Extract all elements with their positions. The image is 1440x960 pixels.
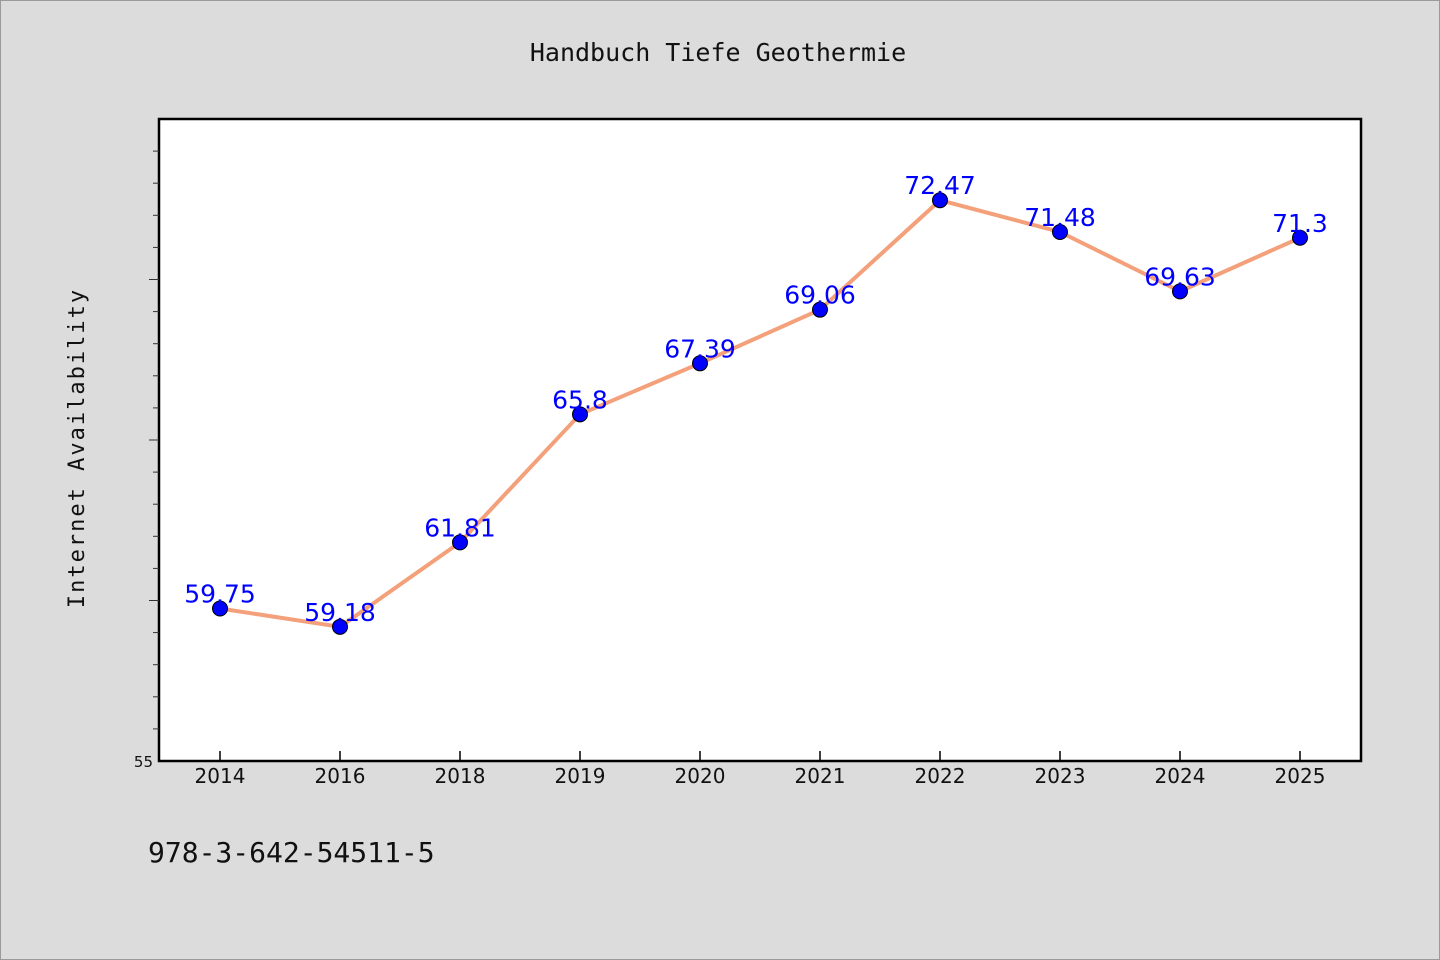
x-tick-label: 2020 <box>675 764 726 788</box>
series-layer: 59.75 59.18 61.81 65.8 67.39 69.06 72.47 71.48 6… <box>184 171 1328 635</box>
data-label: 65.8 <box>552 385 608 414</box>
x-tick-label: 2018 <box>435 764 486 788</box>
x-tick-label: 2016 <box>315 764 366 788</box>
data-point <box>1172 283 1188 300</box>
data-point <box>572 406 588 423</box>
data-point <box>692 355 708 372</box>
x-tick-label: 2014 <box>195 764 246 788</box>
data-label: 69.63 <box>1144 262 1216 291</box>
x-axis-ticks: 2014 2016 2018 2019 2020 2021 2022 2023 2024 2025 <box>195 751 1326 788</box>
data-label: 69.06 <box>784 281 856 310</box>
data-label: 71.3 <box>1272 209 1328 238</box>
plot-area <box>157 117 1363 763</box>
data-point <box>1292 229 1308 246</box>
y-tick-label: 55 <box>134 753 153 771</box>
data-point <box>812 301 828 318</box>
isbn-footer: 978-3-642-54511-5 <box>148 836 435 869</box>
x-tick-label: 2023 <box>1035 764 1086 788</box>
data-point <box>452 534 468 551</box>
data-point <box>332 618 348 635</box>
y-axis-ticks: 55 <box>134 150 159 771</box>
data-point <box>932 192 948 209</box>
data-point <box>212 600 228 617</box>
y-axis-label: Internet Availability <box>65 288 90 608</box>
data-label: 67.39 <box>664 334 736 363</box>
data-label: 59.75 <box>184 580 256 609</box>
x-tick-label: 2019 <box>555 764 606 788</box>
x-tick-label: 2025 <box>1275 764 1326 788</box>
data-label: 61.81 <box>424 513 496 542</box>
data-label: 72.47 <box>904 171 976 200</box>
chart-title: Handbuch Tiefe Geothermie <box>530 38 906 67</box>
data-label: 59.18 <box>304 598 376 627</box>
data-label: 71.48 <box>1024 203 1096 232</box>
x-tick-label: 2022 <box>915 764 966 788</box>
series-line <box>219 198 1301 629</box>
data-point <box>1052 223 1068 240</box>
x-tick-label: 2021 <box>795 764 846 788</box>
x-tick-label: 2024 <box>1155 764 1206 788</box>
